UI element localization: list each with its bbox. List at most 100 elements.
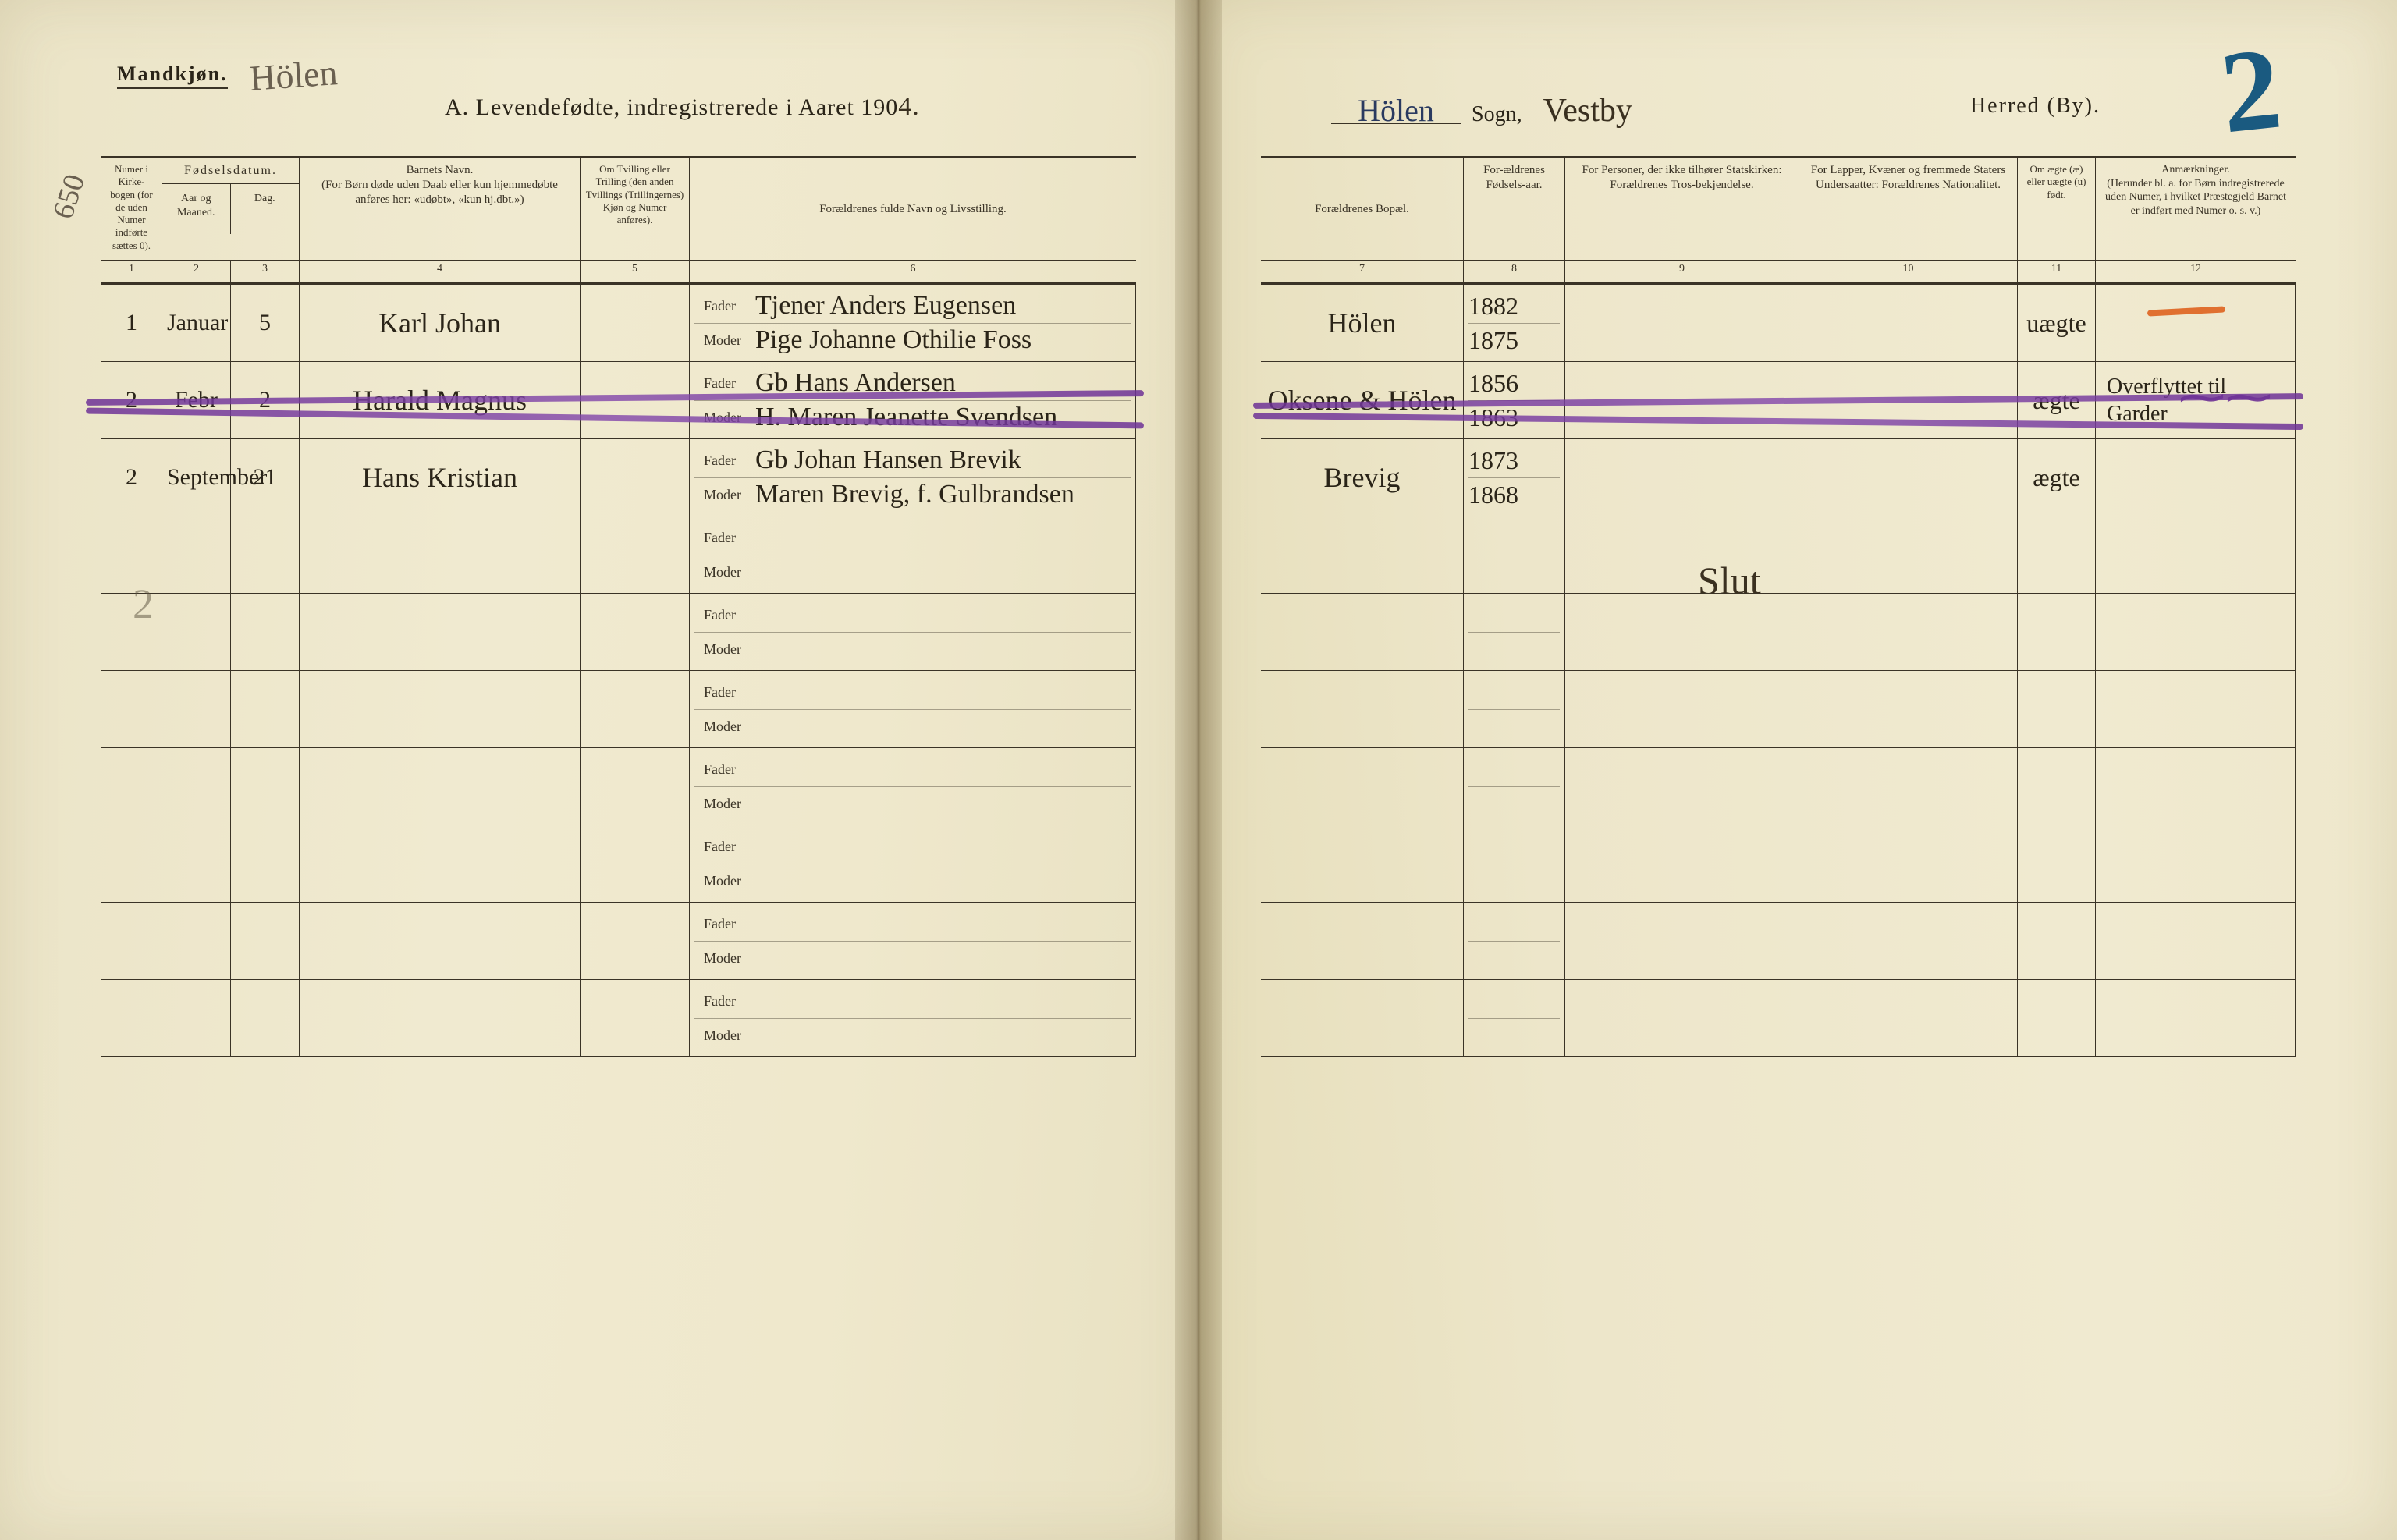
cell-remarks: [2096, 903, 2296, 979]
cell-residence: [1261, 825, 1464, 902]
left-header: Mandkjøn. Hölen A. Levendefødte, indregi…: [101, 62, 1136, 133]
cell-legitimacy: [2018, 516, 2096, 593]
cell-legitimacy: ægte: [2018, 439, 2096, 516]
table-row: [1261, 516, 2296, 594]
cell-nationality: [1799, 671, 2018, 747]
colnum-5: 5: [581, 261, 690, 282]
col-header-1: Numer i Kirke-bogen (for de uden Numer i…: [101, 158, 162, 260]
col-header-7: Forældrenes Bopæl.: [1261, 158, 1464, 260]
cell-nationality: [1799, 594, 2018, 670]
left-rows-container: 1 Januar 5 Karl Johan FaderTjener Anders…: [101, 285, 1136, 1057]
cell-child-name: [300, 594, 581, 670]
cell-nationality: [1799, 362, 2018, 438]
father-name: Tjener Anders Eugensen: [755, 289, 1016, 323]
cell-legitimacy: [2018, 594, 2096, 670]
col-header-6: Forældrenes fulde Navn og Livsstilling.: [690, 158, 1136, 260]
cell-parents: Fader Moder: [690, 980, 1136, 1056]
cell-num: 2: [101, 439, 162, 516]
margin-annotation-650: 650: [46, 170, 92, 223]
cell-twin: [581, 285, 690, 361]
cell-legitimacy: [2018, 903, 2096, 979]
cell-remarks: [2096, 594, 2296, 670]
cell-parents: FaderTjener Anders Eugensen ModerPige Jo…: [690, 285, 1136, 361]
cell-child-name: [300, 903, 581, 979]
table-row: [1261, 748, 2296, 825]
col-header-4: Barnets Navn. (For Børn døde uden Daab e…: [300, 158, 581, 260]
col-header-8: For-ældrenes Fødsels-aar.: [1464, 158, 1565, 260]
cell-twin: [581, 671, 690, 747]
left-table: Numer i Kirke-bogen (for de uden Numer i…: [101, 156, 1136, 1057]
label-father: Fader: [694, 529, 748, 547]
mother-year: 1875: [1468, 325, 1518, 356]
colnum-12: 12: [2096, 261, 2296, 282]
sogn-handwritten: Hölen: [1331, 98, 1461, 124]
mother-name: Pige Johanne Othilie Foss: [755, 324, 1032, 357]
cell-faith: [1565, 748, 1799, 825]
label-mother: Moder: [694, 795, 748, 813]
cell-parents: Fader Moder: [690, 748, 1136, 825]
cell-faith: [1565, 980, 1799, 1056]
cell-day: [231, 671, 300, 747]
cell-parent-years: 1873 1868: [1464, 439, 1565, 516]
cell-nationality: [1799, 980, 2018, 1056]
label-mother: Moder: [694, 1027, 748, 1045]
left-column-numbers: 1 2 3 4 5 6: [101, 261, 1136, 285]
big-page-number: 2: [2214, 21, 2287, 161]
left-column-headers: Numer i Kirke-bogen (for de uden Numer i…: [101, 158, 1136, 261]
cell-parents: Fader Moder: [690, 516, 1136, 593]
colnum-11: 11: [2018, 261, 2096, 282]
label-mother: Moder: [694, 949, 748, 967]
cell-twin: [581, 594, 690, 670]
cell-legitimacy: ægte: [2018, 362, 2096, 438]
colnum-4: 4: [300, 261, 581, 282]
colnum-1: 1: [101, 261, 162, 282]
cell-remarks: [2096, 671, 2296, 747]
cell-nationality: [1799, 285, 2018, 361]
table-row: 2 September 21 Hans Kristian FaderGb Joh…: [101, 439, 1136, 516]
birthdate-subheaders: Aar og Maaned. Dag.: [162, 183, 299, 234]
cell-faith: [1565, 285, 1799, 361]
right-column-numbers: 7 8 9 10 11 12: [1261, 261, 2296, 285]
cell-legitimacy: [2018, 748, 2096, 825]
cell-child-name: [300, 980, 581, 1056]
cell-remarks: [2096, 439, 2296, 516]
cell-residence: [1261, 516, 1464, 593]
cell-remarks: [2096, 980, 2296, 1056]
cell-faith: [1565, 903, 1799, 979]
form-title: A. Levendefødte, indregistrerede i Aaret…: [445, 92, 920, 122]
table-row: [1261, 903, 2296, 980]
cell-parent-years: [1464, 671, 1565, 747]
title-prefix: A. Levendefødte, indregistrerede i Aaret…: [445, 94, 898, 120]
year-handwritten: 4.: [898, 92, 920, 121]
colnum-6: 6: [690, 261, 1136, 282]
table-row: Hölen 1882 1875 uægte: [1261, 285, 2296, 362]
sogn-label: Sogn,: [1472, 102, 1522, 126]
cell-faith: [1565, 516, 1799, 593]
cell-residence: [1261, 594, 1464, 670]
right-rows-container: Slut Hölen 1882 1875 uægte Oksene & Höle…: [1261, 285, 2296, 1057]
label-father: Fader: [694, 452, 748, 470]
table-row: 1 Januar 5 Karl Johan FaderTjener Anders…: [101, 285, 1136, 362]
cell-num: [101, 671, 162, 747]
father-name: Gb Johan Hansen Brevik: [755, 444, 1021, 477]
label-father: Fader: [694, 606, 748, 624]
right-page: Hölen Sogn, Vestby Herred (By). 2 Foræld…: [1198, 0, 2397, 1540]
herred-handwritten: Vestby: [1543, 93, 1632, 129]
cell-nationality: [1799, 825, 2018, 902]
cell-remarks: [2096, 516, 2296, 593]
cell-faith: [1565, 671, 1799, 747]
label-mother: Moder: [694, 486, 748, 504]
table-row: Fader Moder: [101, 903, 1136, 980]
cell-twin: [581, 516, 690, 593]
cell-legitimacy: [2018, 671, 2096, 747]
cell-residence: [1261, 671, 1464, 747]
cell-month: [162, 748, 231, 825]
parish-handwritten-top: Hölen: [248, 51, 339, 99]
cell-child-name: [300, 748, 581, 825]
cell-day: [231, 748, 300, 825]
cell-child-name: Hans Kristian: [300, 439, 581, 516]
label-father: Fader: [694, 992, 748, 1010]
table-row: 2 Febr 2 Harald Magnus FaderGb Hans Ande…: [101, 362, 1136, 439]
cell-twin: [581, 439, 690, 516]
label-father: Fader: [694, 297, 748, 315]
